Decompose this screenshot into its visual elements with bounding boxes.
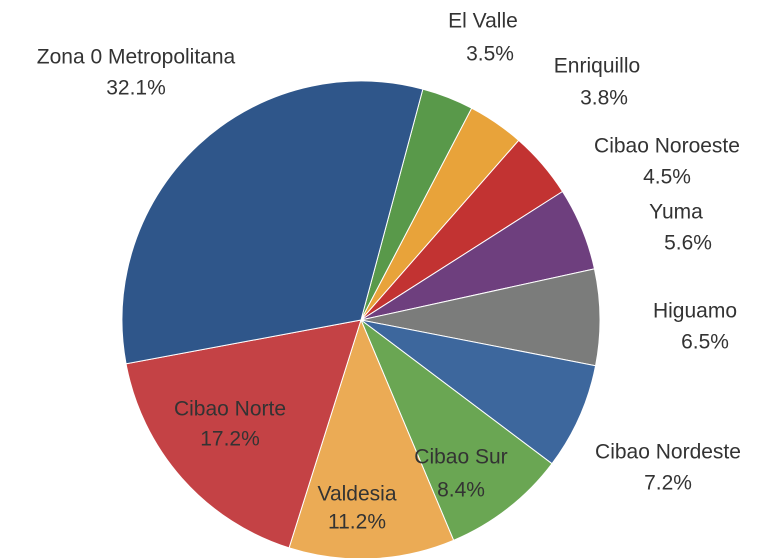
value-label: 4.5% [643, 166, 691, 189]
value-label: 8.4% [437, 479, 485, 502]
slice-label: El Valle [448, 10, 518, 33]
value-label: 3.5% [466, 43, 514, 66]
slice-label: Higuamo [653, 300, 737, 323]
value-label: 3.8% [580, 87, 628, 110]
slice [360, 319, 597, 465]
slice [359, 318, 553, 541]
slice-label: Valdesia [318, 483, 397, 506]
slice-label: Cibao Nordeste [595, 441, 741, 464]
value-label: 11.2% [328, 511, 386, 534]
slice [121, 80, 424, 365]
value-label: 7.2% [644, 472, 692, 495]
value-label: 6.5% [681, 331, 729, 354]
value-label: 5.6% [664, 232, 712, 255]
slice-label: Enriquillo [554, 55, 640, 78]
slice-label: Zona 0 Metropolitana [37, 46, 236, 69]
slice [125, 319, 362, 549]
slice-label: Cibao Noroeste [594, 135, 740, 158]
slice-label: Cibao Norte [174, 398, 286, 421]
slice [288, 318, 455, 558]
slice-label: Yuma [649, 201, 703, 224]
slice-label: Cibao Sur [414, 446, 507, 469]
value-label: 17.2% [200, 428, 260, 451]
value-label: 32.1% [106, 77, 166, 100]
